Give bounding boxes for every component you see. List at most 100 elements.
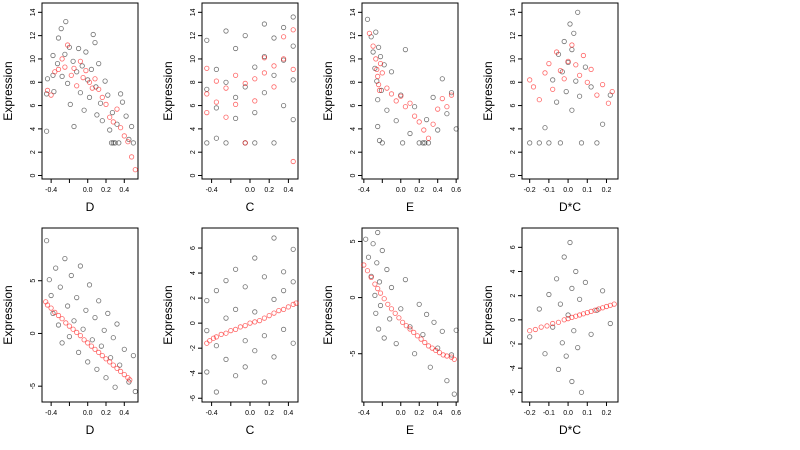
fitted-point	[81, 337, 87, 343]
fitted-point	[266, 312, 272, 319]
observed-point	[402, 276, 408, 283]
fitted-point	[573, 62, 579, 68]
observed-point	[365, 254, 372, 260]
fitted-point	[416, 119, 422, 125]
y-tick-label: 4	[30, 127, 37, 131]
observed-point	[569, 107, 575, 113]
observed-point	[563, 89, 569, 95]
fitted-point	[271, 63, 277, 69]
observed-point	[53, 265, 59, 271]
x-tick-label: 0.4	[119, 187, 129, 194]
fitted-point	[66, 323, 73, 329]
observed-point	[567, 21, 573, 27]
fitted-point	[118, 125, 124, 131]
fitted-point	[550, 320, 556, 327]
observed-point	[280, 103, 287, 109]
fitted-point	[110, 119, 116, 125]
fitted-point	[213, 78, 219, 84]
y-tick-label: 8	[190, 80, 197, 84]
fitted-point	[375, 82, 382, 88]
observed-point	[576, 296, 583, 302]
y-tick-label: -6	[190, 395, 197, 401]
fitted-series	[43, 299, 133, 383]
panel-top-1: -0.4 0.0 0.2 0.4 0 2 4 6 8 10 12 14 D Expression	[1, 2, 139, 214]
observed-point	[59, 73, 65, 80]
y-tick-label: 6	[510, 245, 517, 249]
observed-point	[451, 391, 457, 397]
fitted-point	[129, 154, 135, 160]
fitted-point	[544, 323, 550, 329]
observed-point	[97, 100, 104, 106]
observed-point	[107, 127, 113, 133]
fitted-point	[62, 64, 68, 70]
observed-point	[387, 316, 393, 322]
fitted-point	[440, 352, 446, 358]
observed-point	[280, 269, 287, 275]
panel-top-2: -0.4 0.0 0.2 0.4 0 2 4 6 8 10 12 14 C Expression	[161, 2, 299, 214]
fitted-point	[118, 368, 124, 374]
fitted-point	[242, 322, 248, 329]
fitted-point	[125, 139, 131, 145]
fitted-point	[213, 99, 219, 105]
observed-point	[77, 263, 84, 269]
observed-point	[416, 301, 422, 307]
observed-point	[233, 45, 239, 52]
fitted-point	[388, 306, 395, 312]
observed-point	[444, 111, 450, 117]
observed-point	[74, 69, 80, 75]
y-tick-label: -4	[190, 370, 197, 376]
fitted-point	[379, 70, 385, 76]
fitted-point	[411, 113, 418, 119]
observed-point	[542, 351, 548, 357]
panel-bottom-4: -0.2 -0.1 0.0 0.1 0.2 -6 -4 -2 0 2 4 6 D*C Expression	[481, 227, 619, 437]
x-tick-label: 0.1	[582, 410, 592, 417]
y-tick-label: 8	[510, 80, 517, 84]
observed-point	[407, 130, 413, 137]
observed-point	[550, 324, 556, 330]
observed-point	[55, 322, 62, 328]
observed-point	[261, 21, 267, 27]
observed-point	[63, 18, 69, 25]
fitted-point	[584, 79, 590, 85]
observed-point	[453, 327, 459, 333]
fitted-point	[407, 326, 413, 332]
observed-point	[204, 297, 210, 304]
y-tick-label: 0	[350, 296, 357, 300]
observed-point	[393, 118, 399, 124]
x-tick-label: 0.4	[284, 187, 294, 194]
x-tick-label: 0.6	[451, 410, 461, 417]
observed-point	[51, 89, 57, 95]
fitted-point	[429, 345, 435, 351]
observed-point	[420, 140, 426, 146]
fitted-point	[271, 310, 277, 316]
x-tick-label: 0.4	[119, 410, 129, 417]
observed-point	[553, 99, 560, 105]
observed-point	[599, 288, 606, 294]
observed-point	[233, 266, 239, 272]
observed-point	[290, 279, 296, 285]
plot-frame	[361, 227, 459, 403]
y-tick-label: 0	[350, 173, 357, 177]
fitted-point	[451, 356, 457, 362]
fitted-point	[536, 97, 542, 103]
plot-frame	[361, 2, 459, 180]
observed-point	[252, 348, 258, 354]
fitted-point	[439, 96, 445, 102]
fitted-point	[71, 65, 77, 71]
y-tick-label: 12	[190, 32, 197, 40]
observed-point	[57, 284, 63, 290]
fitted-point	[99, 352, 105, 359]
observed-point	[98, 343, 105, 349]
fitted-point	[376, 87, 383, 94]
observed-point	[43, 238, 50, 244]
x-tick-label: 0.2	[101, 410, 111, 417]
fitted-point	[223, 114, 229, 120]
observed-point	[223, 277, 229, 284]
observed-point	[411, 351, 418, 357]
observed-point	[242, 32, 248, 39]
fitted-point	[55, 312, 62, 319]
observed-point	[92, 314, 98, 321]
observed-point	[271, 72, 277, 78]
observed-point	[569, 378, 575, 385]
y-axis-title: Expression	[481, 285, 495, 344]
